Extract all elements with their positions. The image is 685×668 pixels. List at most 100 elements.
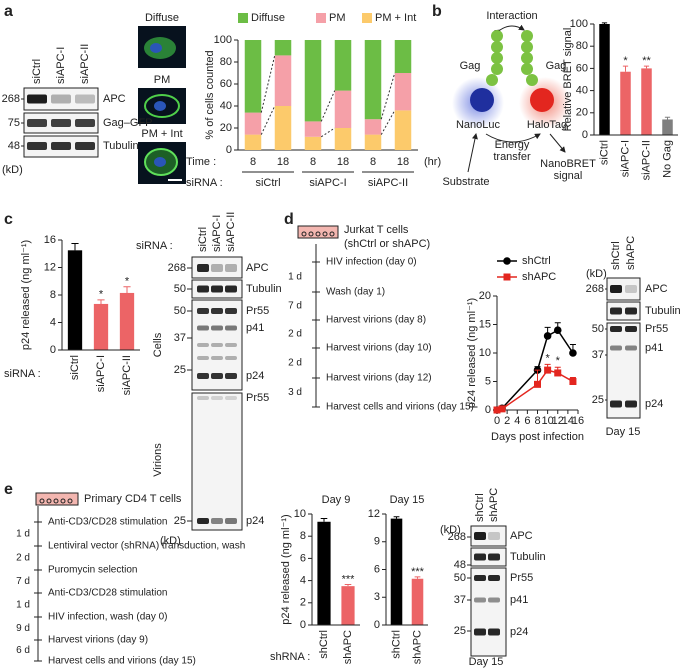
substrate-arrow [467,133,478,173]
lane-label: shCtrl [474,493,486,522]
band [474,532,486,540]
band [27,94,47,104]
significance: * [125,276,130,288]
band-label: p41 [510,594,528,606]
y-tick-label: 60 [220,78,232,90]
significance: * [545,352,550,364]
marker-label: 25 [174,515,186,527]
point [544,366,552,374]
marker-label: 268 [586,283,604,295]
band [51,142,71,150]
marker-label: 37 [454,594,466,606]
y-tick-label: 10 [479,347,491,359]
band [225,373,237,379]
band [197,285,209,293]
lane-label: siAPC-I [55,47,67,84]
timeline-step: Wash (day 1) [326,287,385,298]
y-tick-label: 2 [300,597,306,609]
band [211,373,223,379]
bar-segment [394,110,412,150]
band-label: p24 [510,626,528,638]
lane-label: shAPC [488,488,500,522]
error-bar [664,116,671,120]
unit-label: (kD) [440,524,461,536]
x-tick-label: siAPC-I [95,355,107,392]
y-axis-label: p24 released (ng ml⁻¹) [466,298,478,408]
micrograph-label: PM + Int [141,128,182,140]
series-line [496,369,574,411]
band [474,597,486,603]
band [75,142,95,150]
fraction-label: Cells [152,332,164,357]
signal-arrow [549,133,566,153]
x-tick-label: 18 [337,156,349,168]
band [197,308,209,314]
band-label: APC [103,93,126,105]
bret-diagram: Interaction Gag Gag NanoLuc HaloTag Ener… [442,10,596,188]
band-label: Pr55 [645,323,668,335]
unit-label: (kD) [586,268,607,280]
bar-segment [304,121,322,137]
y-tick-label: 0 [485,404,491,416]
band [211,285,223,293]
y-tick-label: 80 [220,56,232,68]
connector [320,90,336,122]
error-bar [320,517,328,522]
band [197,264,209,272]
bar [620,71,631,135]
y-tick-label: 15 [479,318,491,330]
band [488,628,500,636]
lane-label: siAPC-II [79,44,91,84]
marker-label: 268 [2,93,20,105]
band [610,285,622,293]
point [493,406,501,414]
bar-segment [304,40,322,122]
x-tick-label: siAPC-I [619,140,631,177]
band [211,396,223,400]
bar-segment [334,128,352,150]
lane-label: shAPC [625,236,637,270]
point [569,349,577,357]
category-title: Time : [186,156,216,168]
timeline-step: Lentiviral vector (shRNA) transduction, … [48,541,245,552]
bar-segment [274,106,292,150]
y-tick-label: 20 [220,122,232,134]
x-tick-label: shAPC [342,630,354,664]
timeline-interval: 1 d [16,529,30,540]
legend-marker [503,257,511,265]
y-tick-label: 0 [374,619,380,631]
x-tick-label: siCtrl [598,140,610,165]
diagram-label: NanoBRET [540,158,596,170]
connector [320,127,336,138]
y-tick-label: 12 [44,261,56,273]
panel-label: a [4,3,13,20]
x-tick-label: 2 [504,415,510,427]
x-tick-label: 8 [310,156,316,168]
timeline-interval: 7 d [16,576,30,587]
y-axis-label: Relative BRET signal [562,28,574,132]
blot-caption: Day 15 [606,426,641,438]
panel-label: b [432,3,442,20]
y-tick-label: 60 [576,62,588,74]
band [211,264,223,272]
micrographs [138,26,186,184]
x-tick-label: 6 [524,415,530,427]
connector [260,105,276,135]
significance: * [99,289,104,301]
timeline-header: (shCtrl or shAPC) [344,238,430,250]
diagram-label: HaloTag [527,119,567,131]
diagram-label: NanoLuc [456,119,501,131]
x-tick-label: 8 [534,415,540,427]
band [75,119,95,127]
nanoluc [470,88,494,112]
band [610,307,622,315]
x-tick-label: 14 [562,415,574,427]
band [197,325,209,331]
x-tick-label: siAPC-II [121,355,133,395]
marker-label: 25 [174,364,186,376]
band [225,343,237,347]
diagram-label: signal [554,170,583,182]
x-tick-label: 16 [572,415,584,427]
halotag [530,88,554,112]
marker-label: 48 [8,140,20,152]
